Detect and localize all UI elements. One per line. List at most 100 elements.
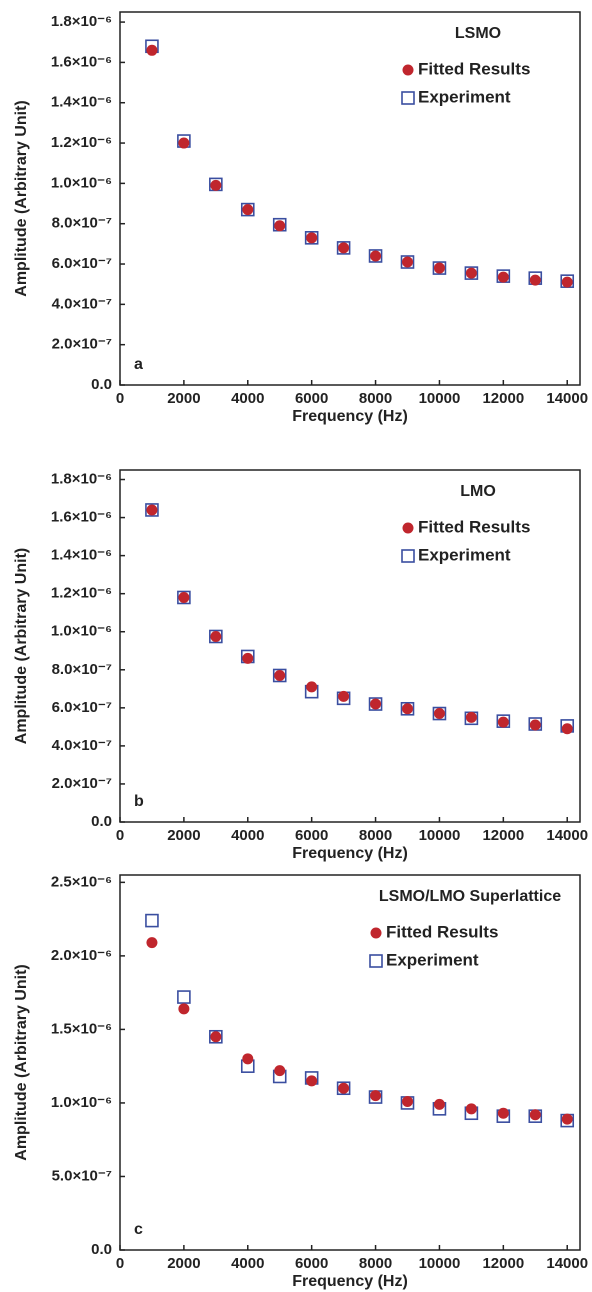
fitted-point [465,267,477,279]
experiment-point [368,249,383,263]
y-tick-label: 1.5×10⁻⁶ [51,1020,112,1037]
experiment-point [209,629,223,644]
fitted-point [370,250,382,262]
x-tick-label: 6000 [295,827,328,844]
experiment-point [368,697,383,711]
fitted-point [274,1065,286,1077]
fitted-point [306,1075,318,1087]
legend-label: Experiment [418,545,511,564]
legend-label: Experiment [418,87,511,106]
x-tick-label: 14000 [546,390,588,407]
experiment-point [304,231,319,245]
x-axis-label: Frequency (Hz) [292,845,408,862]
y-axis-label: Amplitude (Arbitrary Unit) [13,548,30,744]
x-axis-label: Frequency (Hz) [292,1273,408,1290]
y-tick-label: 4.0×10⁻⁷ [52,295,112,312]
panel-label: c [134,1221,143,1238]
fitted-point [274,669,286,681]
experiment-point [336,1081,351,1096]
fitted-point [210,179,222,191]
legend-title: LSMO/LMO Superlattice [379,888,561,905]
y-tick-label: 1.2×10⁻⁶ [51,134,112,151]
fitted-point [370,1090,382,1102]
y-tick-label: 1.8×10⁻⁶ [51,470,112,487]
y-tick-label: 1.6×10⁻⁶ [51,53,112,70]
plot-frame [119,874,581,1251]
fitted-point [497,1107,509,1119]
y-tick-label: 8.0×10⁻⁷ [52,661,112,678]
x-tick-label: 0 [116,1255,124,1272]
y-tick-label: 1.4×10⁻⁶ [51,547,112,564]
fitted-point [529,1109,541,1121]
fitted-point [433,708,445,720]
legend-marker [369,954,383,968]
fitted-point [210,1031,222,1043]
y-tick-label: 1.2×10⁻⁶ [51,585,112,602]
x-axis-label: Frequency (Hz) [292,408,408,425]
fitted-point [306,232,318,244]
fitted-point [402,256,413,268]
fitted-point [433,262,445,274]
fitted-point [561,276,573,288]
fitted-point [497,271,509,283]
x-tick-label: 12000 [482,390,524,407]
fitted-point [210,630,222,642]
y-tick-label: 1.4×10⁻⁶ [51,94,112,111]
experiment-point [240,202,255,217]
y-tick-label: 2.5×10⁻⁶ [51,873,112,890]
experiment-point [209,1029,223,1044]
legend-title: LMO [460,483,496,500]
experiment-point [400,701,415,716]
experiment-point [464,266,479,280]
x-tick-label: 0 [116,827,124,844]
experiment-point [145,913,159,928]
legend-label: Fitted Results [418,59,530,78]
x-tick-label: 14000 [546,1255,588,1272]
y-tick-label: 1.0×10⁻⁶ [51,623,112,640]
legend-marker [402,64,414,76]
fitted-point [306,681,318,693]
y-tick-label: 6.0×10⁻⁷ [52,255,112,272]
y-tick-label: 2.0×10⁻⁷ [52,775,112,792]
fitted-point [338,1082,350,1094]
experiment-point [432,706,447,721]
y-tick-label: 2.0×10⁻⁶ [51,947,112,964]
fitted-point [338,242,350,254]
y-tick-label: 8.0×10⁻⁷ [52,215,112,232]
legend-marker [370,927,382,939]
fitted-point [561,1113,573,1125]
y-tick-label: 0.0 [91,1241,112,1258]
fitted-point [242,652,254,664]
y-tick-label: 1.0×10⁻⁶ [51,174,112,191]
fitted-point [242,1053,254,1065]
x-tick-label: 4000 [231,1255,264,1272]
panel-label: b [134,793,144,810]
x-tick-label: 10000 [419,827,461,844]
experiment-point [177,990,191,1004]
x-tick-label: 8000 [359,1255,392,1272]
plot-frame [119,11,581,386]
x-tick-label: 12000 [482,1255,524,1272]
fitted-point [529,274,541,286]
x-tick-label: 2000 [167,390,200,407]
fitted-point [146,44,158,56]
y-tick-label: 0.0 [91,376,112,393]
fitted-point [465,711,477,723]
fitted-point [433,1098,445,1110]
panel-label: a [134,356,143,373]
x-tick-label: 4000 [231,827,264,844]
x-tick-label: 14000 [546,827,588,844]
x-tick-label: 8000 [359,390,392,407]
fitted-point [402,1095,413,1107]
legend-title: LSMO [455,25,501,42]
fitted-point [370,698,382,710]
legend-marker [401,91,415,105]
experiment-point [272,668,287,683]
y-tick-label: 1.8×10⁻⁶ [51,13,112,30]
fitted-point [465,1103,477,1115]
x-tick-label: 2000 [167,1255,200,1272]
y-tick-label: 1.0×10⁻⁶ [51,1094,112,1111]
experiment-point [177,590,191,605]
y-tick-label: 4.0×10⁻⁷ [52,737,112,754]
